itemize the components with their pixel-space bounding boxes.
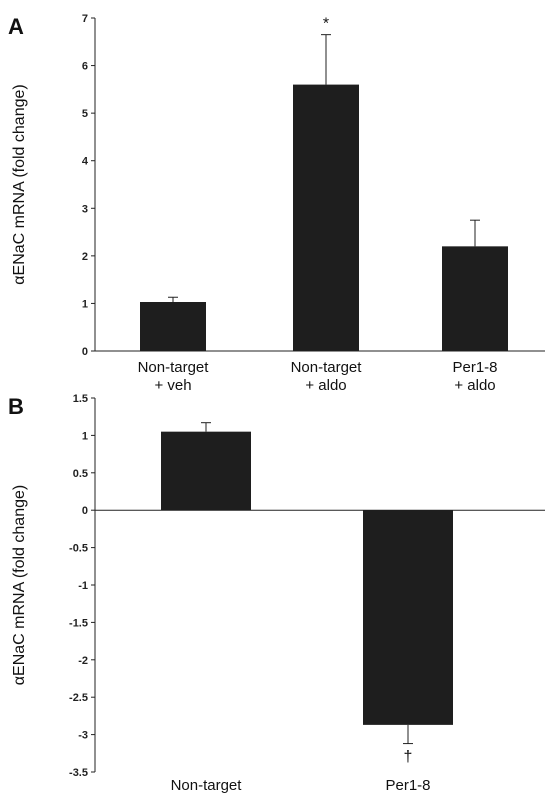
bar bbox=[140, 302, 206, 351]
y-tick-label: 4 bbox=[82, 156, 89, 168]
y-tick-label: 0.5 bbox=[73, 468, 88, 480]
y-tick-label: -3.5 bbox=[69, 767, 88, 779]
y-tick-label: -3 bbox=[78, 730, 88, 742]
panel-a: A 0 1 2 3 4 5 6 7 αENaC mRNA (fold change) Non-tar… bbox=[8, 13, 545, 394]
significance-marker: * bbox=[323, 16, 329, 33]
category-label: Non-target bbox=[171, 777, 243, 794]
y-tick-label: -1 bbox=[78, 580, 88, 592]
bar bbox=[363, 510, 453, 725]
significance-marker: † bbox=[404, 749, 413, 766]
y-tick-label: 3 bbox=[82, 203, 88, 215]
category-label: + aldo bbox=[305, 377, 346, 394]
y-tick-label: 1 bbox=[82, 430, 88, 442]
panel-b: B 1.5 1 0.5 0 -0.5 -1 -1.5 -2 -2.5 -3 -3.5 αENaC mRN… bbox=[8, 393, 545, 794]
bar bbox=[161, 431, 251, 511]
y-tick-label: -0.5 bbox=[69, 543, 88, 555]
y-tick-label: 1 bbox=[82, 298, 88, 310]
panel-label: A bbox=[8, 14, 24, 39]
category-label: + aldo bbox=[454, 377, 495, 394]
y-tick-label: 6 bbox=[82, 61, 88, 73]
y-axis-label: αENaC mRNA (fold change) bbox=[11, 84, 28, 284]
y-tick-label: 7 bbox=[82, 13, 88, 25]
y-tick-label: -2.5 bbox=[69, 692, 88, 704]
y-tick-label: 2 bbox=[82, 251, 88, 263]
bar bbox=[293, 84, 359, 351]
category-label: Per1-8 bbox=[452, 359, 497, 376]
y-tick-label: 1.5 bbox=[73, 393, 88, 405]
y-tick-label: -1.5 bbox=[69, 617, 88, 629]
category-label: Non-target bbox=[138, 359, 210, 376]
category-label: Non-target bbox=[291, 359, 363, 376]
y-axis-label: αENaC mRNA (fold change) bbox=[11, 485, 28, 685]
bar bbox=[442, 246, 508, 351]
panel-label: B bbox=[8, 394, 24, 419]
category-label: Per1-8 bbox=[385, 777, 430, 794]
category-label: + veh bbox=[154, 377, 191, 394]
y-tick-label: 5 bbox=[82, 108, 88, 120]
y-tick-label: -2 bbox=[78, 655, 88, 667]
y-tick-label: 0 bbox=[82, 346, 88, 358]
y-tick-label: 0 bbox=[82, 505, 88, 517]
